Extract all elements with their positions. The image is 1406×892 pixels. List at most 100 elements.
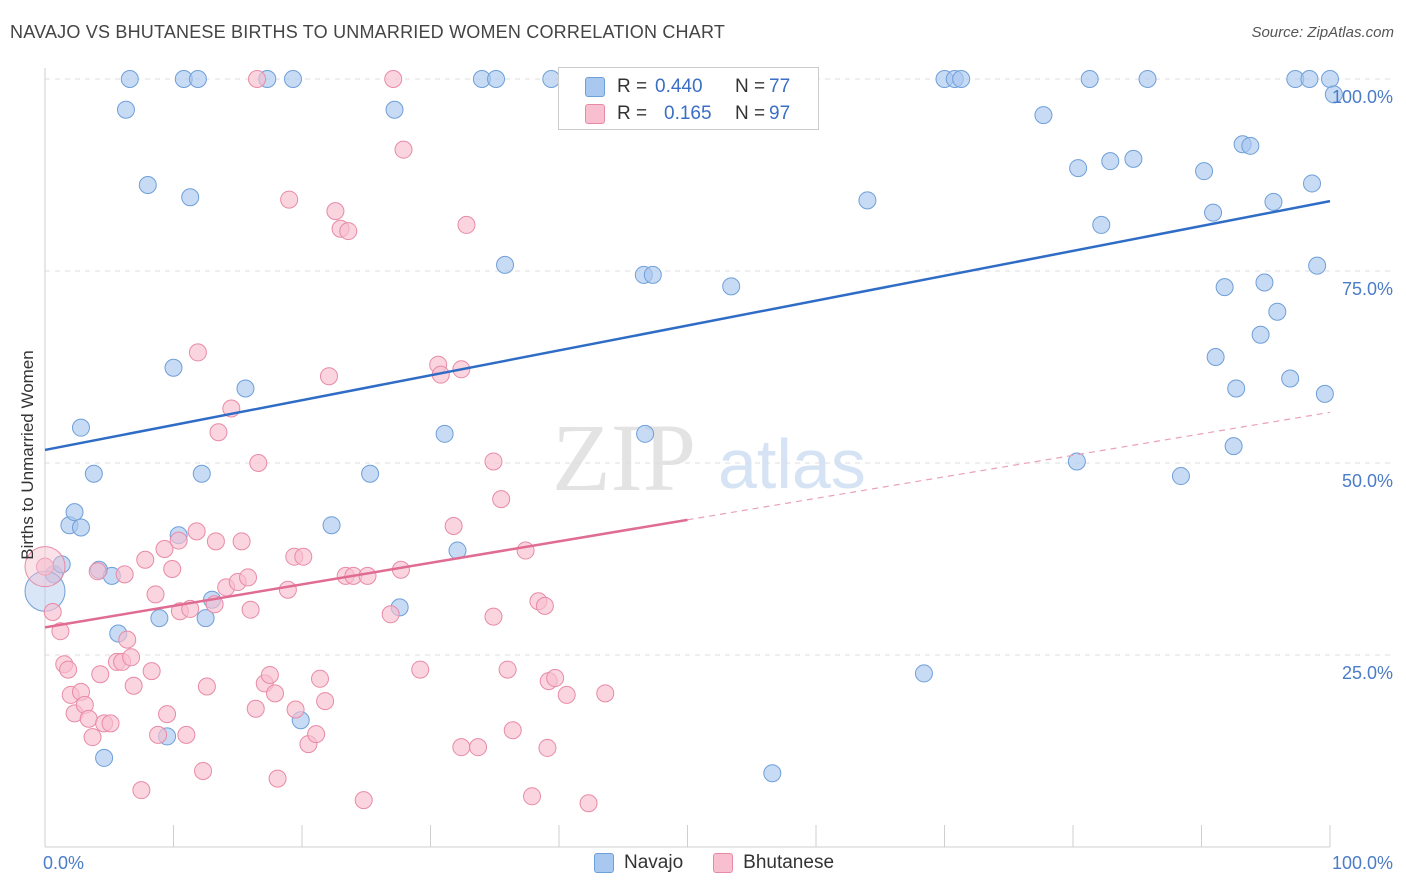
bhutanese-point <box>249 454 268 472</box>
navajo-point <box>1303 174 1322 193</box>
bhutanese-point <box>232 532 251 551</box>
bhutanese-point <box>535 596 554 615</box>
bhutanese-point <box>124 676 143 695</box>
trend-lines <box>44 199 1331 629</box>
n-value: 97 <box>769 103 791 124</box>
navajo-point <box>1206 348 1225 367</box>
navajo-point <box>643 265 662 284</box>
navajo-point <box>1315 384 1334 403</box>
bhutanese-point <box>484 607 503 626</box>
navajo-point <box>196 609 215 628</box>
bhutanese-point <box>498 660 517 679</box>
bhutanese-point <box>503 721 522 740</box>
navajo-point <box>1264 192 1283 211</box>
legend-row-bhutanese: R = 0.165 N = 97 <box>585 102 790 126</box>
bhutanese-point <box>206 532 225 551</box>
bhutanese-point <box>188 343 207 362</box>
bhutanese-point <box>546 669 565 688</box>
navajo-points <box>24 70 1343 783</box>
navajo-point <box>150 609 169 628</box>
watermark: ZIP atlas <box>552 404 866 511</box>
navajo-point <box>1251 325 1270 344</box>
navajo-point <box>1101 152 1120 171</box>
r-label: R = <box>617 103 648 124</box>
bhutanese-point <box>280 190 299 209</box>
navajo-point <box>1255 273 1274 292</box>
bhutanese-point <box>187 522 206 541</box>
x-tick-label: 0.0% <box>43 853 84 873</box>
bhutanese-point <box>307 725 326 744</box>
series-legend: Navajo Bhutanese <box>594 852 864 874</box>
correlation-legend: R = 0.440 N = 77 R = 0.165 N = 97 <box>558 67 819 130</box>
r-value: 0.440 <box>655 76 703 97</box>
bhutanese-point <box>248 70 267 88</box>
bhutanese-point <box>381 605 400 624</box>
chart-title: NAVAJO VS BHUTANESE BIRTHS TO UNMARRIED … <box>10 22 726 42</box>
bhutanese-swatch <box>713 853 734 873</box>
bhutanese-point <box>492 490 511 509</box>
bhutanese-point <box>469 738 488 757</box>
bhutanese-point <box>484 452 503 471</box>
legend-label-navajo: Navajo <box>624 852 684 873</box>
navajo-point <box>1138 70 1157 88</box>
navajo-point <box>322 516 341 535</box>
navajo-trend-line <box>44 199 1331 452</box>
navajo-point <box>1067 452 1086 471</box>
navajo-point <box>71 518 90 537</box>
legend-row-navajo: R = 0.440 N = 77 <box>585 75 790 99</box>
r-value: 0.165 <box>664 103 712 124</box>
x-tick-label: 100.0% <box>1332 853 1393 873</box>
bhutanese-point <box>59 660 78 679</box>
bhutanese-point <box>246 699 265 718</box>
bhutanese-point <box>136 550 155 569</box>
navajo-point <box>1324 85 1343 104</box>
navajo-point <box>120 70 139 88</box>
watermark-zip: ZIP <box>552 404 696 511</box>
watermark-atlas: atlas <box>718 425 866 503</box>
navajo-point <box>435 424 454 443</box>
bhutanese-point <box>91 665 110 684</box>
bhutanese-point <box>101 714 120 733</box>
bhutanese-point <box>163 559 182 578</box>
bhutanese-point <box>115 565 134 584</box>
navajo-point <box>236 379 255 398</box>
bhutanese-point <box>158 705 177 724</box>
bhutanese-point <box>316 692 335 711</box>
bhutanese-trend-extension <box>687 411 1331 521</box>
bhutanese-point <box>88 562 107 581</box>
navajo-point <box>496 255 515 274</box>
navajo-swatch <box>594 853 614 873</box>
navajo-point <box>763 764 782 783</box>
bhutanese-point <box>142 662 161 681</box>
bhutanese-point <box>339 222 358 241</box>
bhutanese-point <box>194 761 213 780</box>
y-tick-label: 75.0% <box>1342 279 1393 299</box>
bhutanese-point <box>457 215 476 234</box>
navajo-point <box>95 748 114 767</box>
r-label: R = <box>617 76 648 97</box>
bhutanese-point <box>579 794 598 813</box>
navajo-point <box>722 277 741 296</box>
navajo-point <box>952 70 971 88</box>
navajo-point <box>116 100 135 119</box>
navajo-point <box>71 418 90 437</box>
bhutanese-point <box>384 70 403 88</box>
navajo-point <box>1224 437 1243 456</box>
bhutanese-point <box>51 622 70 641</box>
navajo-point <box>385 100 404 119</box>
bhutanese-point <box>149 725 168 744</box>
bhutanese-point <box>326 202 345 221</box>
navajo-point <box>1124 149 1143 168</box>
bhutanese-point <box>24 546 66 588</box>
legend-item-navajo[interactable]: Navajo <box>594 852 683 874</box>
bhutanese-point <box>286 700 305 719</box>
navajo-point <box>65 503 84 522</box>
bhutanese-point <box>538 738 557 757</box>
legend-item-bhutanese[interactable]: Bhutanese <box>713 852 834 874</box>
tick-labels: 25.0% 50.0% 75.0% 100.0% 0.0% 100.0% <box>43 87 1393 873</box>
navajo-point <box>1204 203 1223 222</box>
bhutanese-point <box>209 423 228 442</box>
bhutanese-point <box>557 685 576 704</box>
y-tick-label: 50.0% <box>1342 471 1393 491</box>
